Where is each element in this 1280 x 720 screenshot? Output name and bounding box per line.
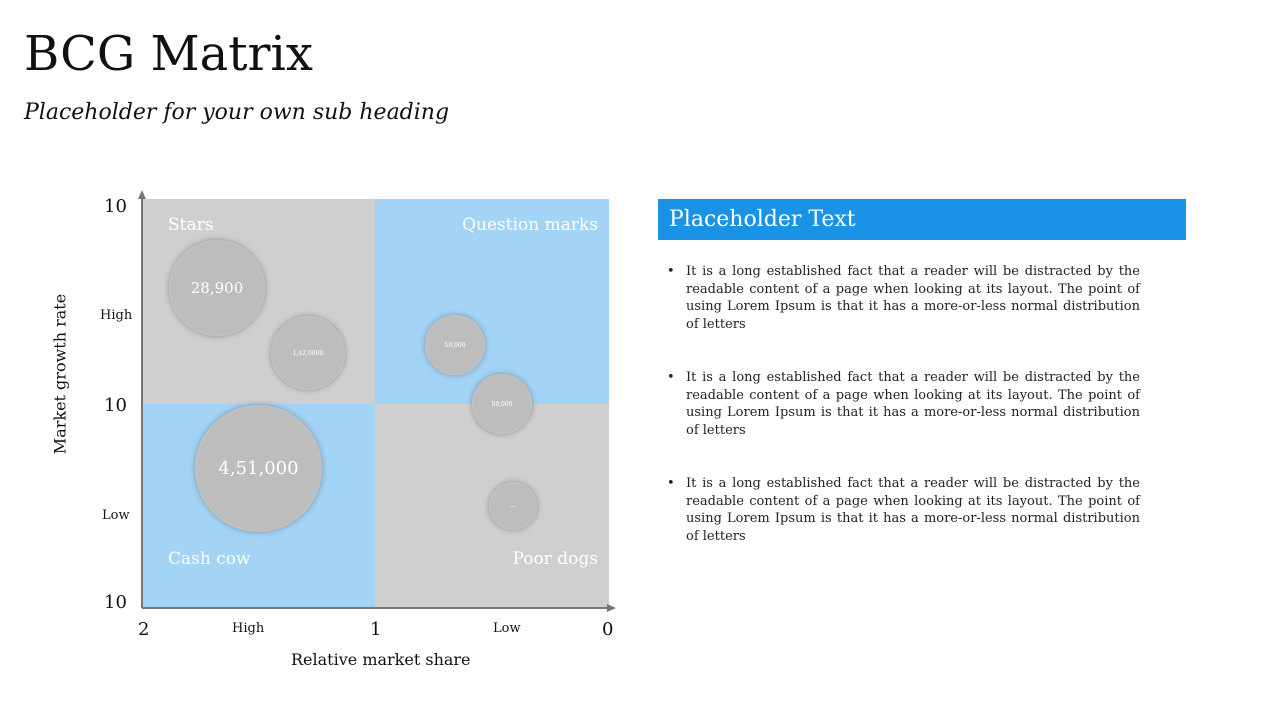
x-axis-title: Relative market share (291, 650, 471, 669)
quadrant-label-question-marks: Question marks (462, 215, 598, 235)
y-tick-middle: 10 (104, 395, 127, 416)
bullet-text: It is a long established fact that a rea… (686, 370, 1140, 438)
bubble: 58,000 (425, 315, 485, 375)
quadrant-label-cash-cow: Cash cow (168, 549, 251, 569)
quadrant-label-stars: Stars (168, 215, 214, 235)
x-tick-middle: 1 (370, 619, 382, 640)
bullet-dot-icon: • (667, 264, 675, 279)
page-subtitle: Placeholder for your own sub heading (24, 100, 450, 125)
y-low-label: Low (102, 508, 130, 523)
list-item: • It is a long established fact that a r… (667, 475, 1140, 545)
y-axis-arrow-icon (138, 190, 146, 199)
bullet-dot-icon: • (667, 476, 675, 491)
y-tick-top: 10 (104, 196, 127, 217)
x-axis-arrow-icon (607, 604, 616, 612)
panel-title: Placeholder Text (658, 199, 1186, 240)
y-axis-title: Market growth rate (50, 293, 70, 455)
bubble: 98,000 (472, 374, 532, 434)
x-tick-right: 0 (602, 619, 614, 640)
bullet-text: It is a long established fact that a rea… (686, 476, 1140, 544)
y-tick-bottom: 10 (104, 592, 127, 613)
page-title: BCG Matrix (24, 26, 313, 82)
list-item: • It is a long established fact that a r… (667, 263, 1140, 333)
bubble: — (489, 482, 537, 530)
bullet-list: • It is a long established fact that a r… (658, 263, 1186, 545)
x-high-label: High (232, 621, 265, 636)
x-low-label: Low (493, 621, 521, 636)
quadrant-label-poor-dogs: Poor dogs (512, 549, 598, 569)
text-panel: Placeholder Text • It is a long establis… (658, 199, 1186, 545)
bubble: 28,900 (169, 240, 265, 336)
bullet-dot-icon: • (667, 370, 675, 385)
y-high-label: High (100, 308, 133, 323)
x-tick-left: 2 (138, 619, 150, 640)
list-item: • It is a long established fact that a r… (667, 369, 1140, 439)
bubble: 1,42,0000 (271, 316, 345, 390)
bubble: 4,51,000 (195, 405, 322, 532)
bullet-text: It is a long established fact that a rea… (686, 264, 1140, 332)
quadrant-question-marks (375, 199, 609, 404)
